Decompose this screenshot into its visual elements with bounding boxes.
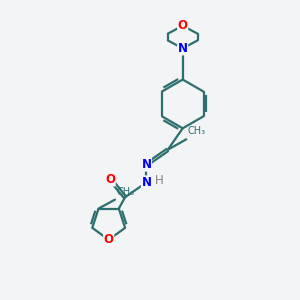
Text: O: O <box>105 173 115 186</box>
Text: CH₃: CH₃ <box>188 126 206 136</box>
Text: N: N <box>141 158 152 171</box>
Text: N: N <box>178 42 188 55</box>
Text: N: N <box>141 176 152 189</box>
Text: O: O <box>104 233 114 246</box>
Text: CH₃: CH₃ <box>116 187 134 197</box>
Text: H: H <box>154 173 163 187</box>
Text: O: O <box>178 19 188 32</box>
